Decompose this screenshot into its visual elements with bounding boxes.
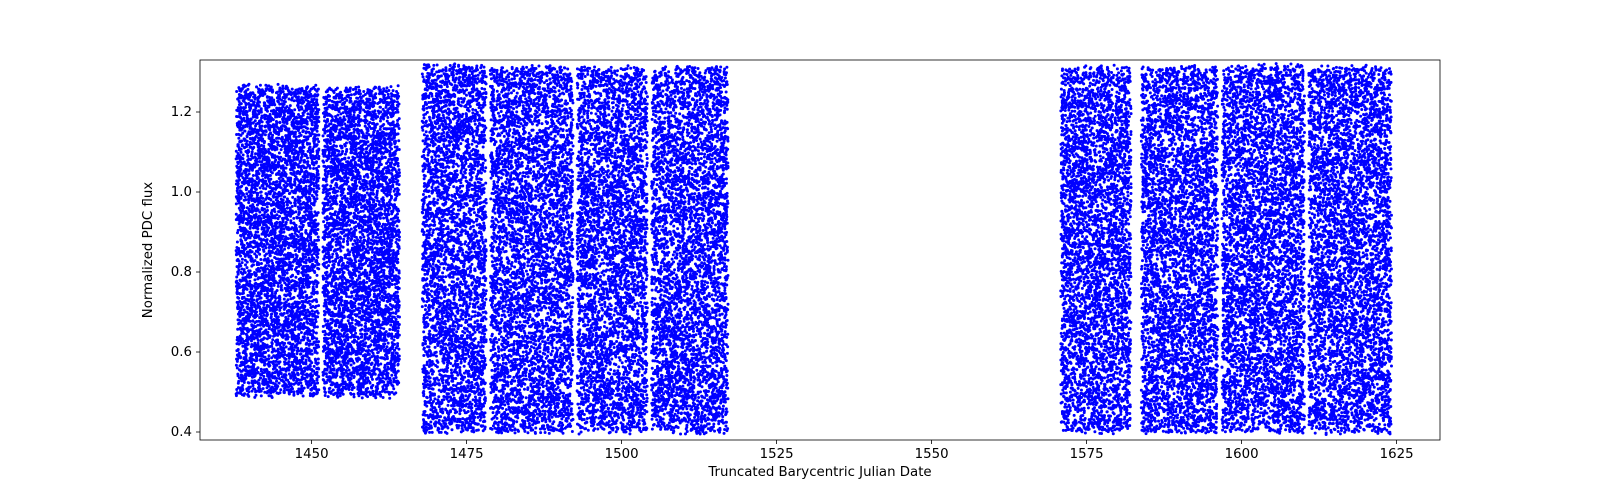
y-axis-label: Normalized PDC flux [141, 182, 156, 319]
x-tick-label: 1475 [450, 447, 484, 462]
light-curve-chart: 1450 1475 1500 1525 1550 1575 1600 1625 Truncate… [0, 0, 1600, 500]
x-tick-label: 1600 [1225, 447, 1259, 462]
x-tick-label: 1500 [605, 447, 639, 462]
x-axis-label: Truncated Barycentric Julian Date [707, 465, 931, 480]
x-tick-label: 1525 [760, 447, 794, 462]
chart-svg: 1450 1475 1500 1525 1550 1575 1600 1625 Truncate… [0, 0, 1600, 500]
y-tick-label: 1.0 [171, 185, 192, 200]
x-tick-label: 1550 [915, 447, 949, 462]
y-tick-label: 0.6 [171, 345, 192, 360]
y-tick-label: 0.4 [171, 425, 192, 440]
x-tick-label: 1575 [1070, 447, 1104, 462]
y-tick-label: 1.2 [171, 105, 192, 120]
x-tick-label: 1450 [295, 447, 329, 462]
y-tick-label: 0.8 [171, 265, 192, 280]
x-tick-label: 1625 [1380, 447, 1414, 462]
